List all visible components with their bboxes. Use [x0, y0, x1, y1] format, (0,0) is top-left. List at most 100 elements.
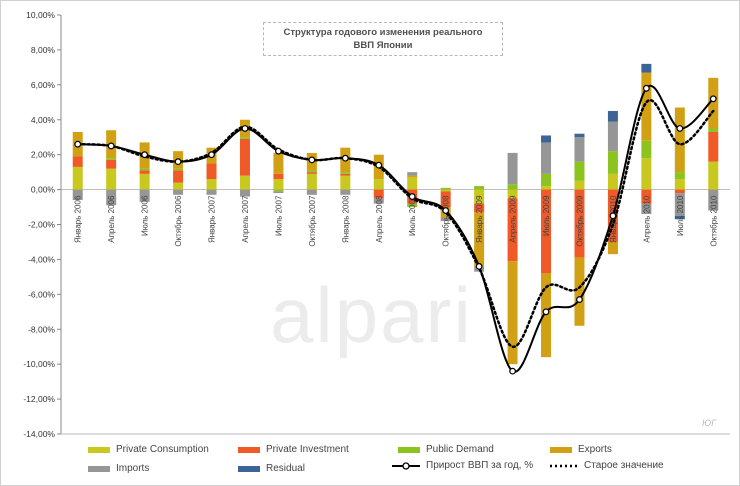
bar-imports [206, 189, 217, 195]
bar-imports [674, 193, 685, 216]
gdp-growth-point [676, 125, 684, 132]
bar-imports [541, 142, 552, 174]
bar-residual [641, 63, 652, 73]
gdp-growth-point [107, 142, 115, 150]
bar-private-investment [474, 203, 485, 213]
bar-private-investment [72, 156, 83, 167]
legend-item-old-value: Старое значение [550, 460, 664, 471]
bar-exports [541, 273, 552, 358]
gdp-growth-point [241, 125, 249, 132]
legend-item-gdp-growth: Прирост ВВП за год, % [392, 460, 533, 471]
gdp-growth-point [341, 154, 349, 162]
bar-imports [273, 191, 284, 194]
gdp-growth-point [475, 263, 483, 270]
bar-private-consumption [474, 189, 485, 204]
bar-public-demand [139, 168, 150, 171]
legend-swatch [238, 446, 260, 453]
chart-title-line1: Структура годового изменения реального [283, 27, 483, 38]
legend-swatch [398, 446, 420, 453]
legend-label: Imports [116, 463, 150, 474]
gdp-growth-point [275, 147, 282, 155]
x-tick-label: Апрель 2010 [642, 195, 651, 243]
y-tick-label: 6,00% [31, 80, 56, 90]
y-tick-label: -10,00% [23, 359, 55, 369]
gdp-growth-point [709, 95, 717, 103]
gdp-growth-point [408, 193, 416, 200]
bar-residual [674, 215, 685, 220]
bar-private-investment [139, 170, 150, 174]
legend-label: Прирост ВВП за год, % [426, 460, 534, 471]
x-tick-label: Апрель 2007 [241, 195, 250, 243]
bar-private-consumption [340, 175, 351, 190]
y-tick-label: 8,00% [31, 45, 56, 55]
bar-private-consumption [541, 186, 552, 190]
bar-private-consumption [72, 166, 83, 190]
chart-title: Структура годового изменения реального В… [263, 22, 503, 56]
bar-public-demand [173, 168, 184, 171]
bar-exports [507, 261, 518, 365]
gdp-growth-point [208, 151, 215, 159]
gdp-growth-point [74, 140, 82, 148]
gdp-growth-point [509, 367, 516, 375]
x-tick-label: Октябрь 2009 [575, 195, 584, 247]
bar-private-investment [507, 198, 518, 262]
bar-private-consumption [641, 158, 652, 190]
bar-private-investment [306, 172, 317, 174]
legend-item-public-demand: Public Demand [398, 444, 494, 455]
y-tick-label: -2,00% [28, 220, 55, 230]
x-tick-label: Октябрь 2008 [442, 195, 451, 247]
bar-exports [474, 212, 485, 267]
y-tick-label: 0,00% [31, 185, 56, 195]
bar-private-consumption [507, 189, 518, 199]
bar-private-investment [708, 131, 719, 162]
legend-swatch [550, 446, 572, 453]
x-tick-label: Октябрь 2006 [174, 195, 183, 247]
line-gdp-growth [77, 84, 714, 373]
bar-exports [607, 241, 618, 255]
x-tick-label: Январь 2006 [74, 195, 83, 243]
bar-private-consumption [574, 180, 585, 190]
gdp-growth-point [174, 158, 182, 166]
bar-public-demand [674, 172, 685, 180]
bar-exports [407, 175, 418, 178]
bar-imports [708, 189, 719, 211]
x-tick-label: Октябрь 2007 [308, 195, 317, 247]
chart-title-line2: ВВП Японии [353, 40, 413, 51]
bar-exports [574, 257, 585, 326]
bar-private-consumption [407, 177, 418, 190]
gdp-growth-point [375, 161, 383, 169]
bar-imports [373, 198, 384, 204]
bar-imports [173, 189, 184, 195]
signature: ЮГ [702, 418, 717, 428]
watermark: alpari [270, 271, 473, 359]
gdp-growth-point [141, 151, 149, 159]
bar-exports [708, 77, 719, 129]
bar-private-consumption [708, 161, 719, 190]
gdp-growth-point [642, 84, 650, 92]
x-tick-label: Июль 2008 [408, 195, 417, 236]
bar-public-demand [708, 128, 719, 132]
bar-public-demand [507, 184, 518, 190]
bar-private-consumption [607, 173, 618, 190]
bar-private-investment [173, 170, 184, 183]
y-tick-label: -8,00% [28, 324, 55, 334]
legend-line-solid [392, 461, 420, 471]
gdp-growth-point [308, 156, 316, 164]
bar-imports [340, 189, 351, 195]
legend-swatch [88, 465, 110, 472]
legend-label: Private Investment [266, 444, 349, 455]
gdp-growth-point [542, 308, 550, 316]
legend-label: Public Demand [426, 444, 494, 455]
bar-private-investment [106, 159, 117, 169]
bar-public-demand [407, 203, 418, 208]
y-tick-label: 4,00% [31, 115, 56, 125]
bar-public-demand [607, 151, 618, 174]
bar-public-demand [273, 189, 284, 192]
bar-private-consumption [306, 173, 317, 190]
bar-public-demand [106, 158, 117, 160]
legend-item-private-investment: Private Investment [238, 444, 349, 455]
bar-residual [541, 135, 552, 143]
bar-public-demand [474, 186, 485, 190]
bar-private-consumption [674, 179, 685, 190]
x-tick-label: Июль 2007 [274, 195, 283, 236]
